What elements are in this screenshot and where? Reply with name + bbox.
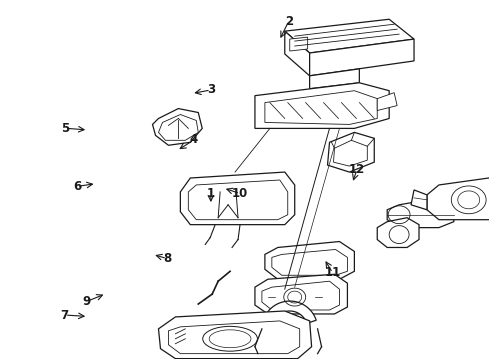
Polygon shape (188, 180, 288, 220)
Polygon shape (411, 190, 427, 210)
Polygon shape (263, 301, 316, 323)
Polygon shape (327, 132, 374, 172)
Polygon shape (152, 109, 202, 145)
Polygon shape (285, 19, 414, 53)
Polygon shape (290, 37, 308, 51)
Text: 5: 5 (61, 122, 69, 135)
Polygon shape (285, 31, 310, 76)
Polygon shape (310, 39, 414, 76)
Polygon shape (158, 311, 312, 359)
Polygon shape (255, 83, 389, 129)
Text: 6: 6 (73, 180, 81, 193)
Text: 3: 3 (207, 84, 215, 96)
Text: 12: 12 (349, 163, 365, 176)
Text: 4: 4 (190, 134, 198, 147)
Polygon shape (427, 178, 490, 220)
Polygon shape (262, 281, 340, 310)
Text: 8: 8 (163, 252, 171, 265)
Text: 11: 11 (324, 266, 341, 279)
Polygon shape (180, 172, 294, 225)
Polygon shape (377, 218, 419, 247)
Polygon shape (387, 198, 454, 228)
Text: 10: 10 (232, 187, 248, 200)
Polygon shape (169, 321, 300, 354)
Polygon shape (310, 69, 359, 89)
Polygon shape (158, 114, 198, 140)
Polygon shape (334, 140, 368, 166)
Polygon shape (255, 274, 347, 314)
Text: 7: 7 (61, 309, 69, 321)
Polygon shape (265, 242, 354, 279)
Polygon shape (377, 93, 397, 111)
Text: 2: 2 (285, 14, 293, 27)
Polygon shape (265, 91, 377, 125)
Polygon shape (272, 249, 347, 275)
Text: 9: 9 (82, 295, 91, 308)
Text: 1: 1 (207, 187, 215, 200)
